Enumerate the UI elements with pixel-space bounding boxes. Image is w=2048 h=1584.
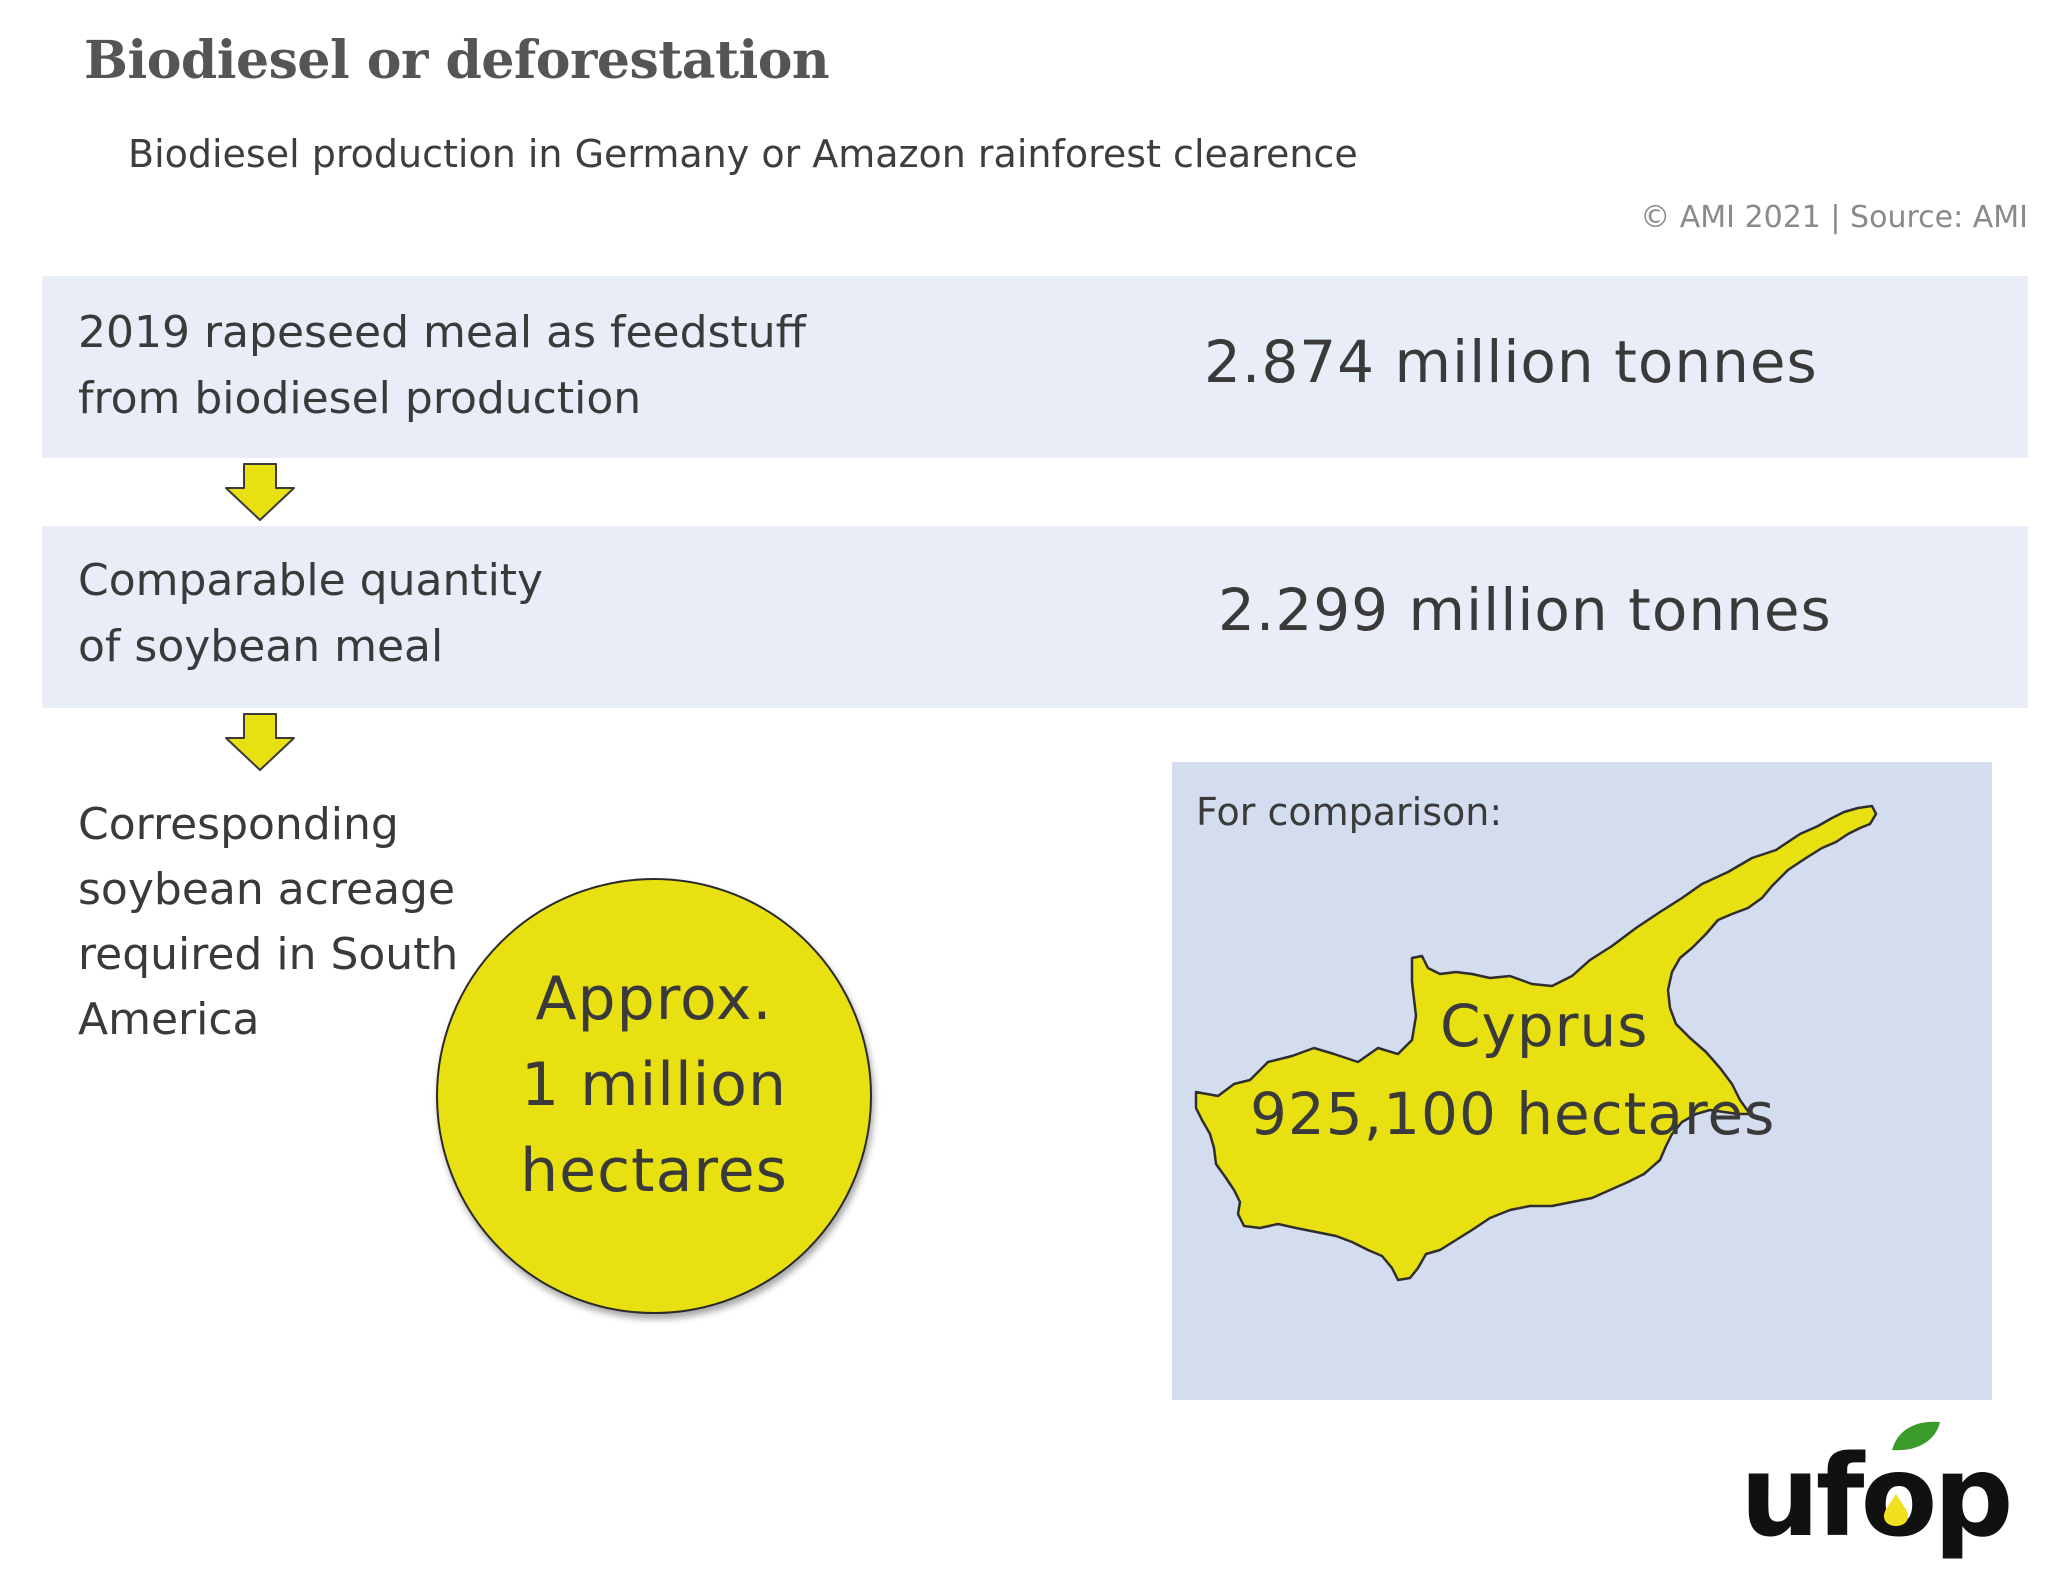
acreage-label-line-4: America <box>78 994 260 1045</box>
soybean-acreage-label: Corresponding soybean acreage required i… <box>78 792 458 1052</box>
page-subtitle: Biodiesel production in Germany or Amazo… <box>128 132 1358 176</box>
rapeseed-meal-label-line-2: from biodiesel production <box>78 373 642 424</box>
soybean-meal-label-line-2: of soybean meal <box>78 621 444 672</box>
acreage-label-line-1: Corresponding <box>78 799 399 850</box>
oil-drop-icon <box>1884 1494 1908 1526</box>
rapeseed-meal-label-line-1: 2019 rapeseed meal as feedstuff <box>78 307 806 358</box>
cyprus-label: Cyprus <box>1440 992 1649 1060</box>
comparison-heading: For comparison: <box>1196 790 1503 834</box>
down-arrow-icon <box>225 463 295 521</box>
circle-line-3: hectares <box>520 1136 788 1206</box>
acreage-label-line-2: soybean acreage <box>78 864 456 915</box>
soybean-meal-value: 2.299 million tonnes <box>1218 576 1832 644</box>
circle-line-2: 1 million <box>520 1050 788 1120</box>
acreage-label-line-3: required in South <box>78 929 459 980</box>
source-credit: © AMI 2021 | Source: AMI <box>1640 200 2028 235</box>
rapeseed-meal-row: 2019 rapeseed meal as feedstuff from bio… <box>42 276 2028 458</box>
page-title: Biodiesel or deforestation <box>84 30 830 91</box>
rapeseed-meal-label: 2019 rapeseed meal as feedstuff from bio… <box>78 300 806 432</box>
soybean-meal-label-line-1: Comparable quantity <box>78 555 544 606</box>
cyprus-area: 925,100 hectares <box>1250 1080 1776 1148</box>
soybean-meal-row: Comparable quantity of soybean meal 2.29… <box>42 526 2028 708</box>
cyprus-map-icon <box>1194 804 1878 1282</box>
circle-line-1: Approx. <box>535 964 773 1034</box>
ufop-logo-text: ufop <box>1740 1432 2014 1562</box>
down-arrow-icon <box>225 713 295 771</box>
acreage-circle-text: Approx. 1 million hectares <box>438 956 870 1214</box>
rapeseed-meal-value: 2.874 million tonnes <box>1204 328 1818 396</box>
soybean-meal-label: Comparable quantity of soybean meal <box>78 548 543 680</box>
leaf-icon <box>1892 1421 1940 1451</box>
comparison-panel: For comparison: Cyprus 925,100 hectares <box>1172 762 1992 1400</box>
acreage-circle: Approx. 1 million hectares <box>436 878 872 1314</box>
ufop-logo: ufop <box>1740 1421 2014 1568</box>
